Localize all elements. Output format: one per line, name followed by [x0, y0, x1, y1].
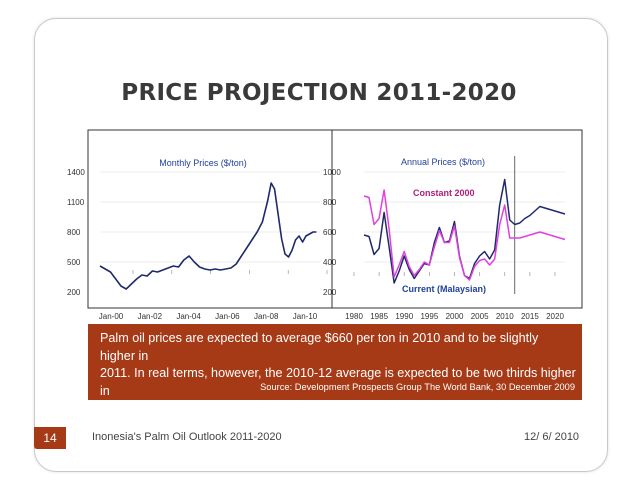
annual-y-tick-label: 600	[323, 228, 337, 237]
annual-x-ticks: 1980 1985 1990 1995 2000 2005 2010 2015 2020	[345, 272, 564, 321]
annual-y-tick-label: 200	[323, 288, 337, 297]
source-note: Source: Development Prospects Group The …	[260, 382, 575, 392]
annual-x-tick-label: 1985	[370, 312, 388, 321]
monthly-x-tick-label: Jan-04	[176, 312, 201, 321]
annual-series	[363, 178, 566, 284]
annual-x-tick-label: 1995	[420, 312, 438, 321]
caption-line-2: 2011. In real terms, however, the 2010-1…	[100, 366, 576, 398]
current-series-label: Current (Malaysian)	[402, 284, 486, 294]
monthly-price-line	[99, 182, 317, 290]
monthly-x-tick-label: Jan-00	[99, 312, 124, 321]
caption-line-1: Palm oil prices are expected to average …	[100, 331, 539, 363]
monthly-y-tick-label: 1400	[67, 168, 85, 177]
annual-chart-title: Annual Prices ($/ton)	[401, 157, 485, 167]
annual-y-tick-label: 800	[323, 198, 337, 207]
footer-date: 12/ 6/ 2010	[524, 431, 580, 443]
caption-text: Palm oil prices are expected to average …	[100, 330, 576, 418]
annual-x-tick-label: 1990	[395, 312, 413, 321]
monthly-x-ticks: Jan-00 Jan-02 Jan-04 Jan-06 Jan-08 Jan-10	[99, 270, 328, 321]
monthly-y-tick-label: 200	[67, 288, 81, 297]
page-number: 14	[34, 427, 66, 449]
caption-line-3: the early 2000s.	[100, 401, 190, 415]
slide-title: PRICE PROJECTION 2011-2020	[121, 80, 517, 106]
annual-constant-line	[363, 189, 566, 281]
annual-y-tick-label: 1000	[323, 168, 341, 177]
monthly-x-tick-label: Jan-08	[254, 312, 279, 321]
monthly-grid	[100, 171, 320, 263]
monthly-y-tick-label: 1100	[67, 198, 85, 207]
monthly-series	[99, 182, 317, 290]
monthly-x-tick-label: Jan-02	[138, 312, 163, 321]
annual-x-tick-label: 2015	[521, 312, 539, 321]
annual-y-tick-label: 400	[323, 258, 337, 267]
monthly-x-tick-label: Jan-10	[293, 312, 318, 321]
annual-x-tick-label: 2010	[496, 312, 514, 321]
monthly-y-tick-label: 500	[67, 258, 81, 267]
annual-x-tick-label: 1980	[345, 312, 363, 321]
annual-y-ticks: 200 400 600 800 1000	[323, 168, 341, 297]
monthly-x-tick-label: Jan-06	[215, 312, 240, 321]
monthly-y-tick-label: 800	[67, 228, 81, 237]
caption-box: Palm oil prices are expected to average …	[88, 324, 582, 415]
constant-series-label: Constant 2000	[413, 188, 475, 198]
annual-x-tick-label: 2020	[546, 312, 564, 321]
annual-x-tick-label: 2005	[471, 312, 489, 321]
footer-title: Inonesia's Palm Oil Outlook 2011-2020	[92, 431, 282, 443]
monthly-chart-frame	[87, 129, 333, 309]
monthly-y-ticks: 200 500 800 1100 1400	[67, 168, 85, 297]
monthly-chart-title: Monthly Prices ($/ton)	[159, 158, 247, 168]
annual-grid	[364, 156, 565, 294]
annual-x-tick-label: 2000	[446, 312, 464, 321]
